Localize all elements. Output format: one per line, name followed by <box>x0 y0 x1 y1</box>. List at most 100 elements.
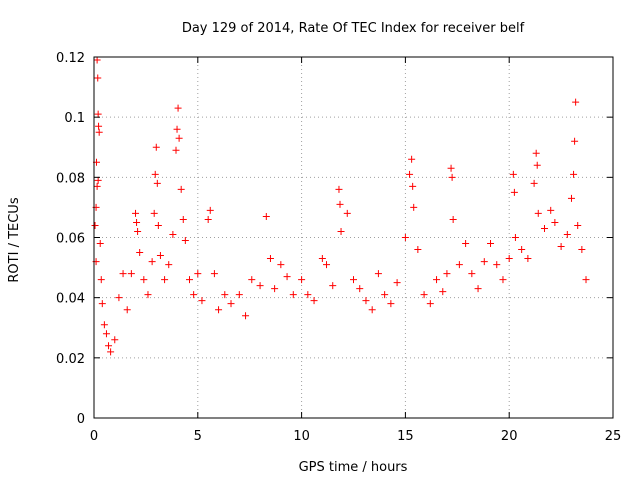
data-point <box>107 348 115 356</box>
data-point <box>283 273 291 281</box>
y-tick-label: 0 <box>77 412 85 427</box>
data-point <box>165 261 173 269</box>
data-point <box>443 270 451 278</box>
data-point <box>198 297 206 305</box>
data-point <box>582 276 590 284</box>
data-point <box>578 246 586 254</box>
data-point <box>468 270 476 278</box>
data-point <box>172 146 180 154</box>
data-point <box>153 179 161 187</box>
data-point <box>161 276 169 284</box>
data-point <box>136 249 144 257</box>
data-point <box>337 227 345 235</box>
data-point <box>571 137 579 145</box>
data-point <box>248 276 256 284</box>
data-point <box>455 261 463 269</box>
data-point <box>140 276 148 284</box>
data-point <box>426 300 434 308</box>
data-point <box>401 234 409 241</box>
data-point <box>242 312 250 320</box>
data-point <box>414 246 422 254</box>
data-point <box>447 164 455 172</box>
x-tick-label: 15 <box>397 429 414 444</box>
data-point <box>97 276 105 284</box>
data-point <box>177 185 185 193</box>
data-point <box>94 74 102 82</box>
data-point <box>151 170 159 178</box>
data-point <box>408 155 416 163</box>
data-point <box>119 270 127 278</box>
data-point <box>148 258 156 266</box>
data-point <box>433 276 441 284</box>
data-point <box>210 270 218 278</box>
data-point <box>156 252 164 260</box>
data-point <box>185 276 193 284</box>
data-point <box>194 270 202 278</box>
data-point <box>493 261 501 269</box>
data-point <box>530 179 538 187</box>
data-point <box>310 297 318 305</box>
x-tick-label: 10 <box>293 429 310 444</box>
data-point <box>511 234 519 241</box>
data-point <box>93 182 101 190</box>
data-point <box>111 336 119 344</box>
data-point <box>133 218 141 226</box>
data-point <box>95 122 103 130</box>
data-point <box>462 240 470 248</box>
data-point <box>420 291 428 299</box>
data-point <box>134 227 142 235</box>
data-point <box>393 279 401 287</box>
data-point <box>298 276 306 284</box>
data-point <box>318 255 326 263</box>
data-point <box>510 188 518 196</box>
x-axis-label: GPS time / hours <box>299 460 408 475</box>
data-point <box>181 237 189 245</box>
y-tick-label: 0.12 <box>56 51 85 66</box>
data-point <box>409 182 417 190</box>
data-point <box>532 149 540 157</box>
data-point <box>387 300 395 308</box>
x-tick-label: 20 <box>501 429 518 444</box>
axis-ticks: 0 5 10 15 20 25 0 0.02 0.04 0.06 0.08 0.1 0.12 <box>56 51 621 444</box>
data-point <box>123 306 131 314</box>
data-point <box>574 221 582 229</box>
data-point <box>518 246 526 254</box>
data-point <box>98 300 106 308</box>
y-tick-label: 0.08 <box>56 171 85 186</box>
data-points <box>91 56 590 356</box>
data-point <box>91 221 99 229</box>
data-point <box>154 221 162 229</box>
grid <box>94 57 613 418</box>
data-point <box>206 206 214 214</box>
data-point <box>551 218 559 226</box>
y-tick-label: 0.1 <box>64 111 85 126</box>
data-point <box>336 200 344 208</box>
data-point <box>335 185 343 193</box>
data-point <box>179 215 187 223</box>
y-tick-label: 0.06 <box>56 232 85 247</box>
data-point <box>100 321 108 329</box>
data-point <box>173 125 181 133</box>
data-point <box>144 291 152 299</box>
x-tick-label: 25 <box>605 429 622 444</box>
data-point <box>487 240 495 248</box>
data-point <box>93 56 101 64</box>
data-point <box>94 176 102 184</box>
data-point <box>570 170 578 178</box>
data-point <box>190 291 198 299</box>
data-point <box>343 209 351 217</box>
data-point <box>94 110 102 118</box>
data-point <box>204 215 212 223</box>
data-point <box>304 291 312 299</box>
chart-title: Day 129 of 2014, Rate Of TEC Index for r… <box>182 21 525 36</box>
data-point <box>406 170 414 178</box>
data-point <box>266 255 274 263</box>
data-point <box>169 230 177 238</box>
data-point <box>323 261 331 269</box>
data-point <box>410 203 418 211</box>
data-point <box>95 128 103 136</box>
data-point <box>235 291 243 299</box>
data-point <box>227 300 235 308</box>
data-point <box>567 194 575 202</box>
